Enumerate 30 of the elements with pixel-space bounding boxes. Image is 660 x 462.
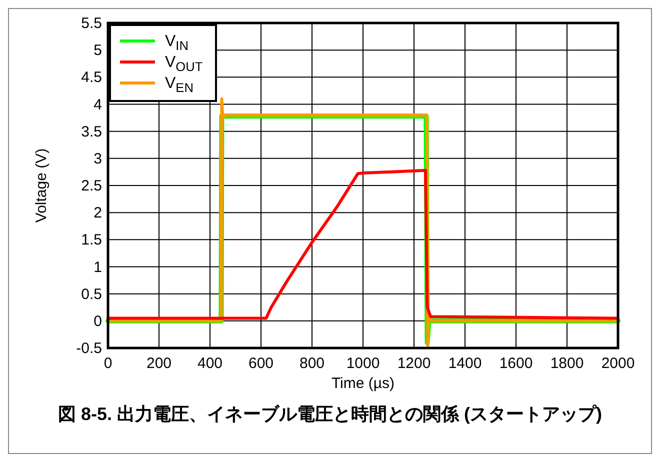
x-tick-label: 1000: [346, 355, 380, 372]
y-tick-label: 0.5: [81, 286, 102, 303]
y-tick-label: 1.5: [81, 232, 102, 249]
y-tick-label: 5.5: [81, 15, 102, 32]
x-tick-label: 600: [248, 355, 274, 372]
x-tick-label: 2000: [601, 355, 635, 372]
x-tick-label: 1200: [397, 355, 431, 372]
y-tick-label: 0: [94, 312, 102, 330]
x-tick-label: 200: [146, 355, 172, 372]
x-axis-title: Time (µs): [331, 375, 395, 392]
y-tick-label: 4.5: [81, 69, 102, 86]
text: 図 8-5. 出力電圧、イネーブル電圧と時間との関係 (スタートアップ): [56, 403, 603, 426]
x-tick-label: 400: [197, 355, 223, 372]
legend-label: V$_{OUT}$: [165, 54, 203, 74]
y-axis-title: Voltage (V): [33, 148, 50, 223]
y-tick-label: 5: [94, 42, 102, 60]
y-tick-label: 3.5: [81, 123, 102, 140]
y-tick-label: 2: [94, 204, 102, 222]
x-tick-label: 1400: [448, 355, 482, 372]
x-tick-label: 1600: [499, 355, 533, 372]
x-tick-label: 1800: [550, 355, 584, 372]
y-tick-label: 3: [94, 150, 102, 168]
legend-label: V$_{EN}$: [165, 75, 194, 95]
y-tick-label: 4: [94, 96, 102, 114]
line-series: [106, 168, 620, 320]
y-tick-label: -0.5: [76, 340, 102, 357]
legend-label: V$_{IN}$: [165, 33, 188, 53]
y-tick-label: 1: [94, 258, 102, 276]
x-tick-label: 800: [299, 355, 325, 372]
y-tick-label: 2.5: [81, 178, 102, 194]
